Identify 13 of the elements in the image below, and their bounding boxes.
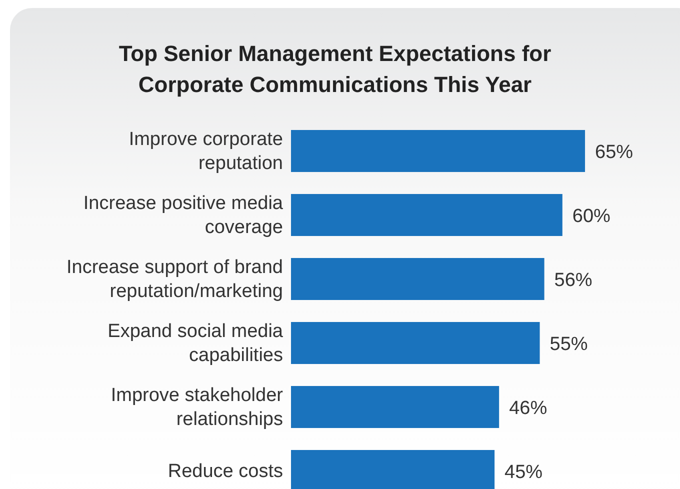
data-label: 60%	[572, 206, 611, 227]
data-label: 45%	[504, 462, 543, 483]
y-tick-label: Increase support of brand reputation/marketing	[66, 257, 283, 302]
data-label: 55%	[550, 334, 588, 355]
chart-title: Top Senior Management Expectations for Corporate Communications This Year	[118, 40, 552, 99]
data-label: 65%	[595, 142, 634, 163]
y-tick-label: Expand social media capabilities	[108, 321, 284, 366]
data-label: 46%	[509, 398, 548, 419]
y-tick-label: Improve stakeholder relationships	[110, 385, 284, 430]
y-tick-label: Increase positive media coverage	[83, 193, 284, 238]
y-tick-label: Improve corporate reputation	[128, 129, 283, 174]
data-label: 56%	[554, 270, 592, 291]
y-tick-label: Reduce costs	[168, 461, 283, 482]
